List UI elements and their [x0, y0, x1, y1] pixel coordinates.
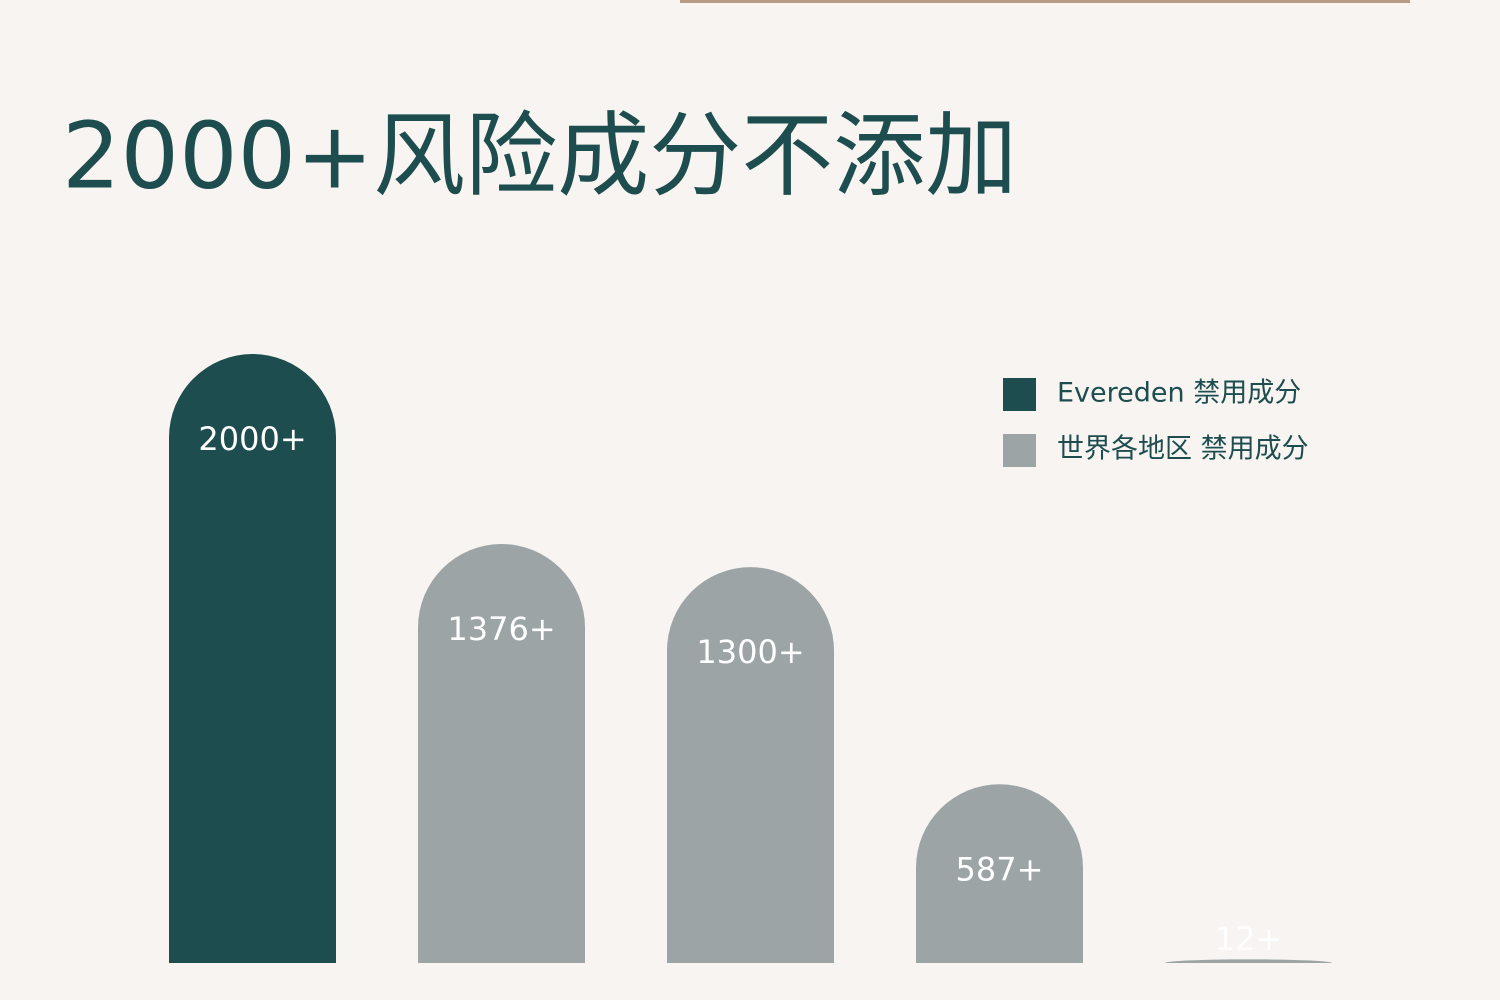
value-label: 1300+ — [696, 633, 804, 671]
bar — [667, 567, 834, 963]
legend-swatch — [1003, 378, 1036, 411]
value-label: 1376+ — [447, 610, 555, 648]
chart-title: 2000+风险成分不添加 — [62, 102, 1017, 209]
bar — [916, 784, 1083, 963]
value-label: 587+ — [956, 850, 1044, 888]
bar — [418, 544, 585, 963]
bar — [169, 354, 336, 963]
legend-label: Evereden 禁用成分 — [1057, 378, 1301, 409]
legend-swatch — [1003, 434, 1036, 467]
value-label: 12+ — [1215, 920, 1283, 958]
top-image-edge — [680, 0, 1410, 3]
legend-label: 世界各地区 禁用成分 — [1057, 434, 1309, 465]
bar — [1165, 959, 1332, 963]
value-label: 2000+ — [198, 420, 306, 458]
